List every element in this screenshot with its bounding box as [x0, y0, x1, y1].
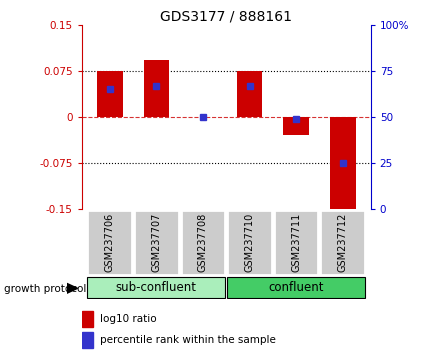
Text: GSM237711: GSM237711 [290, 213, 301, 272]
Bar [82, 332, 93, 348]
Bar [227, 210, 271, 275]
Text: GSM237712: GSM237712 [337, 213, 347, 272]
Bar [134, 210, 178, 275]
Text: growth protocol: growth protocol [4, 284, 86, 293]
Title: GDS3177 / 888161: GDS3177 / 888161 [160, 10, 292, 24]
Bar [283, 117, 308, 135]
Text: GSM237708: GSM237708 [197, 213, 208, 272]
Bar [227, 277, 364, 298]
Bar [87, 210, 132, 275]
Bar [329, 117, 355, 212]
Text: GSM237710: GSM237710 [244, 213, 254, 272]
Text: sub-confluent: sub-confluent [116, 281, 197, 294]
Bar [273, 210, 318, 275]
Text: confluent: confluent [268, 281, 323, 294]
Text: GSM237706: GSM237706 [104, 213, 114, 272]
Text: percentile rank within the sample: percentile rank within the sample [99, 335, 275, 345]
Bar [319, 210, 364, 275]
Text: GSM237707: GSM237707 [151, 213, 161, 272]
Polygon shape [67, 283, 77, 293]
Bar [87, 277, 225, 298]
Bar [82, 311, 93, 327]
Bar [180, 210, 225, 275]
Bar [97, 71, 123, 117]
Bar [143, 61, 169, 117]
Bar [236, 72, 262, 117]
Text: log10 ratio: log10 ratio [99, 314, 156, 324]
